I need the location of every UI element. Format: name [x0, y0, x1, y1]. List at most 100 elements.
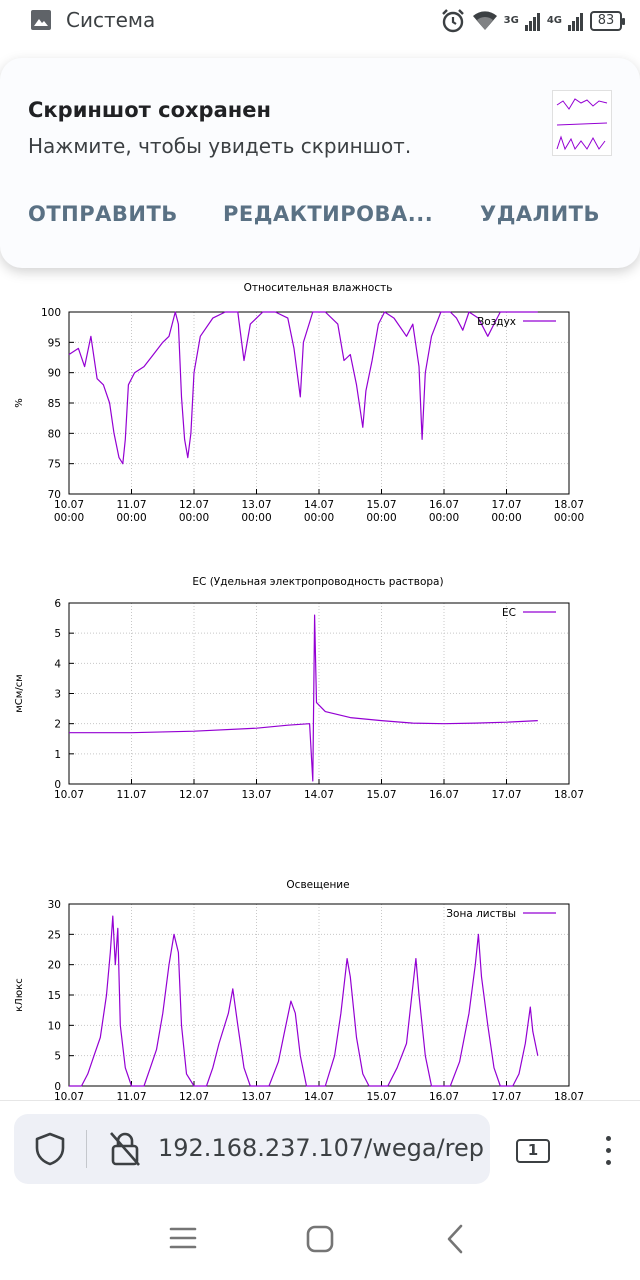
plot-frame	[68, 602, 570, 785]
x-tick-label: 18.07	[554, 1091, 584, 1100]
system-nav-bar	[0, 1195, 640, 1280]
y-tick-label: 15	[48, 990, 61, 1002]
x-tick-label: 16.07	[429, 1091, 459, 1100]
chart-title: EC (Удельная электропроводность раствора…	[192, 576, 443, 588]
x-tick-label: 15.07	[366, 789, 396, 800]
x-tick-label: 00:00	[554, 512, 584, 524]
x-tick-label: 12.07	[179, 789, 209, 800]
y-tick-label: 0	[54, 1081, 61, 1093]
chart-title: Освещение	[286, 879, 349, 891]
y-axis-label: мСм/см	[14, 674, 25, 712]
x-tick-label: 00:00	[366, 512, 396, 524]
y-tick-label: 100	[41, 307, 61, 319]
x-tick-label: 00:00	[304, 512, 334, 524]
y-tick-label: 30	[48, 899, 61, 911]
x-tick-label: 00:00	[241, 512, 271, 524]
status-left: Система	[30, 8, 155, 32]
address-divider	[86, 1130, 87, 1168]
y-tick-label: 95	[48, 337, 61, 349]
y-tick-label: 85	[48, 398, 61, 410]
alarm-icon	[441, 9, 464, 33]
x-tick-label: 15.07	[366, 499, 396, 511]
y-tick-label: 5	[54, 628, 61, 640]
x-tick-label: 13.07	[241, 789, 271, 800]
series-line	[68, 311, 538, 465]
x-tick-label: 00:00	[54, 512, 84, 524]
x-tick-label: 14.07	[304, 789, 334, 800]
x-tick-label: 18.07	[554, 789, 584, 800]
overflow-menu-icon[interactable]	[598, 1133, 618, 1169]
y-tick-label: 5	[54, 1051, 61, 1063]
address-bar[interactable]: 192.168.237.107/wega/rep	[14, 1114, 490, 1184]
y-tick-label: 0	[54, 779, 61, 791]
home-icon[interactable]	[305, 1224, 335, 1254]
y-tick-label: 6	[54, 598, 61, 610]
notification-text: Нажмите, чтобы увидеть скриншот.	[28, 134, 412, 158]
network-3g-label: 3G	[503, 15, 519, 26]
y-tick-label: 20	[48, 960, 61, 972]
x-tick-label: 18.07	[554, 499, 584, 511]
x-tick-label: 14.07	[304, 1091, 334, 1100]
x-tick-label: 00:00	[179, 512, 209, 524]
x-tick-label: 00:00	[116, 512, 146, 524]
y-tick-label: 75	[48, 459, 61, 471]
status-app-name: Система	[66, 8, 156, 32]
humidity-chart: Относительная влажность10.0700:0011.0700…	[14, 282, 584, 524]
x-tick-label: 17.07	[491, 789, 521, 800]
x-tick-label: 00:00	[491, 512, 521, 524]
y-tick-label: 80	[48, 428, 61, 440]
insecure-lock-icon[interactable]	[108, 1130, 142, 1168]
x-tick-label: 11.07	[116, 499, 146, 511]
edit-button[interactable]: РЕДАКТИРОВА...	[223, 202, 434, 226]
x-tick-label: 10.07	[54, 1091, 84, 1100]
x-tick-label: 17.07	[491, 499, 521, 511]
ec-chart: EC (Удельная электропроводность раствора…	[14, 576, 584, 800]
y-tick-label: 10	[48, 1020, 61, 1032]
x-tick-label: 13.07	[241, 499, 271, 511]
send-button[interactable]: ОТПРАВИТЬ	[28, 202, 178, 226]
y-axis-label: кЛюкс	[14, 978, 25, 1012]
x-tick-label: 12.07	[179, 499, 209, 511]
signal-icon	[524, 13, 540, 31]
x-tick-label: 16.07	[429, 789, 459, 800]
x-tick-label: 15.07	[366, 1091, 396, 1100]
image-icon	[31, 10, 51, 30]
screenshot-notification[interactable]: Скриншот сохранен Нажмите, чтобы увидеть…	[0, 58, 640, 268]
legend-label: Зона листвы	[446, 908, 516, 920]
x-tick-label: 10.07	[54, 499, 84, 511]
x-tick-label: 11.07	[116, 789, 146, 800]
x-tick-label: 17.07	[491, 1091, 521, 1100]
series-line	[69, 614, 538, 782]
legend-label: Воздух	[477, 316, 516, 328]
x-tick-label: 12.07	[179, 1091, 209, 1100]
recent-apps-icon[interactable]	[168, 1225, 198, 1251]
legend-label: EC	[502, 607, 516, 619]
delete-button[interactable]: УДАЛИТЬ	[480, 202, 600, 226]
signal-icon	[568, 13, 583, 31]
x-tick-label: 13.07	[241, 1091, 271, 1100]
y-tick-label: 90	[48, 368, 61, 380]
x-tick-label: 11.07	[116, 1091, 146, 1100]
y-tick-label: 70	[48, 489, 61, 501]
y-axis-label: %	[14, 398, 25, 408]
url-text[interactable]: 192.168.237.107/wega/rep	[158, 1134, 484, 1162]
wifi-icon	[472, 11, 497, 30]
status-bar: Система 3G 4G 83	[0, 0, 640, 42]
notification-title: Скриншот сохранен	[28, 98, 272, 122]
y-tick-label: 25	[48, 929, 61, 941]
battery-indicator: 83	[590, 11, 625, 31]
x-tick-label: 00:00	[429, 512, 459, 524]
x-tick-label: 16.07	[429, 499, 459, 511]
network-4g-label: 4G	[546, 15, 562, 26]
series-line	[69, 915, 539, 1087]
browser-toolbar: 192.168.237.107/wega/rep 1	[0, 1100, 640, 1195]
chart-title: Относительная влажность	[244, 282, 393, 294]
y-tick-label: 1	[54, 749, 61, 761]
shield-icon[interactable]	[34, 1132, 66, 1166]
screenshot-thumbnail[interactable]	[552, 90, 612, 156]
x-tick-label: 14.07	[304, 499, 334, 511]
x-tick-label: 10.07	[54, 789, 84, 800]
back-icon[interactable]	[444, 1223, 466, 1255]
tab-counter-button[interactable]: 1	[516, 1139, 550, 1163]
y-tick-label: 3	[54, 689, 61, 701]
